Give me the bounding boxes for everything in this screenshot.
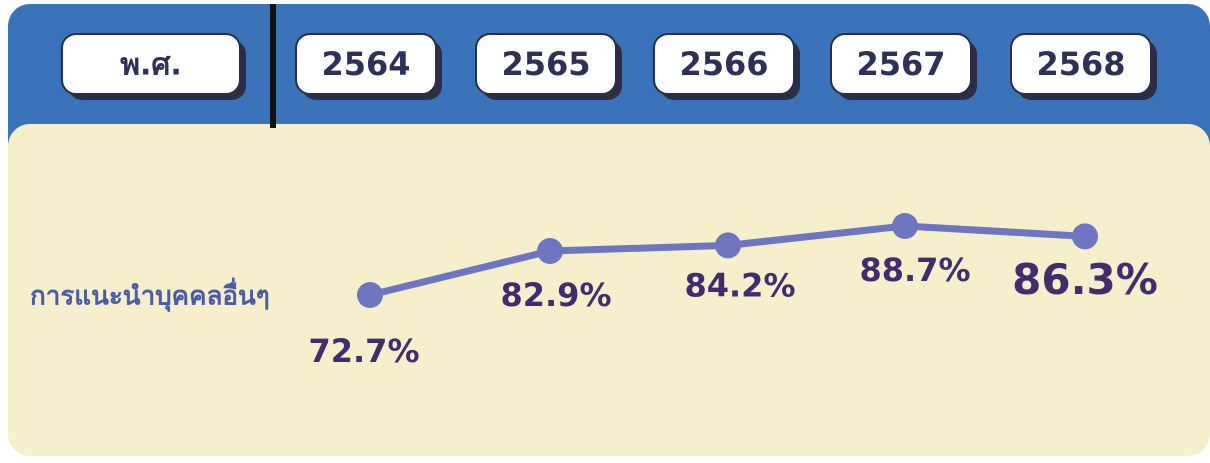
data-label: 72.7% — [308, 332, 419, 370]
point — [715, 232, 741, 259]
point — [892, 213, 918, 239]
point — [1072, 223, 1098, 250]
x-tick-label: 2564 — [321, 45, 410, 83]
series-label: การแนะนำบุคคลอื่นๆ — [30, 277, 270, 313]
plot-area — [8, 124, 1210, 456]
year-box — [830, 33, 972, 95]
year-box — [475, 33, 617, 95]
point — [537, 238, 563, 265]
data-label: 88.7% — [859, 251, 970, 289]
x-tick-label: 2568 — [1036, 45, 1125, 83]
point — [357, 282, 383, 308]
x-tick-label: 2565 — [501, 45, 590, 83]
data-label: 86.3% — [1012, 255, 1158, 304]
x-tick-label: 2566 — [679, 45, 768, 83]
x-tick-label: 2567 — [856, 45, 945, 83]
header-box — [61, 33, 241, 95]
data-label: 84.2% — [684, 266, 795, 304]
divider — [270, 4, 276, 128]
x-label: พ.ศ. — [120, 48, 182, 83]
data-label: 82.9% — [500, 276, 611, 314]
year-box — [1010, 33, 1152, 95]
year-box — [653, 33, 795, 95]
year-box — [295, 33, 437, 95]
